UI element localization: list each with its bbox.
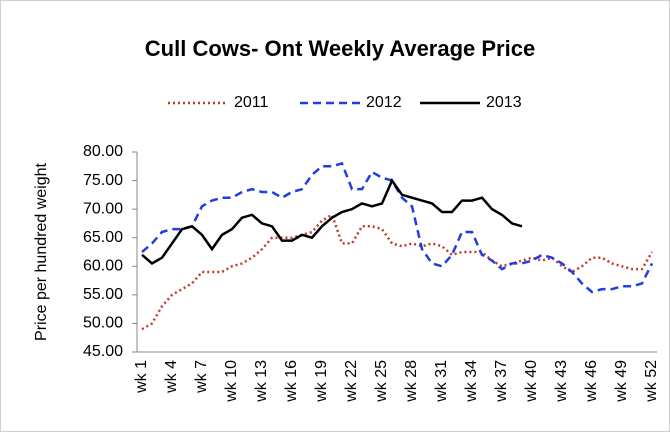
x-tick-label: wk 13 bbox=[253, 360, 270, 403]
y-tick-label: 80.00 bbox=[83, 143, 123, 160]
x-tick-label: wk 40 bbox=[523, 360, 540, 403]
y-tick-label: 60.00 bbox=[83, 258, 123, 275]
y-tick-label: 75.00 bbox=[83, 172, 123, 189]
legend-label: 2011 bbox=[234, 94, 269, 111]
y-tick-label: 50.00 bbox=[83, 315, 123, 332]
x-tick-label: wk 1 bbox=[133, 360, 150, 394]
legend-label: 2012 bbox=[366, 94, 402, 111]
x-tick-label: wk 10 bbox=[223, 360, 240, 403]
series-line bbox=[141, 178, 523, 265]
y-tick-label: 55.00 bbox=[83, 286, 123, 303]
y-axis-label: Price per hundred weight bbox=[33, 163, 50, 341]
x-tick-label: wk 31 bbox=[433, 360, 450, 403]
chart-title: Cull Cows- Ont Weekly Average Price bbox=[145, 36, 535, 61]
x-tick-label: wk 19 bbox=[313, 360, 330, 403]
x-tick-label: wk 7 bbox=[193, 360, 210, 394]
y-tick-label: 65.00 bbox=[83, 229, 123, 246]
x-tick-label: wk 43 bbox=[553, 360, 570, 403]
series-line bbox=[141, 213, 654, 331]
y-tick-label: 70.00 bbox=[83, 200, 123, 217]
x-tick-label: wk 52 bbox=[643, 360, 660, 403]
x-tick-label: wk 28 bbox=[403, 360, 420, 403]
x-tick-label: wk 4 bbox=[163, 360, 180, 394]
x-tick-label: wk 37 bbox=[493, 360, 510, 403]
x-tick-label: wk 16 bbox=[283, 360, 300, 403]
x-tick-label: wk 34 bbox=[463, 360, 480, 403]
legend-label: 2013 bbox=[486, 94, 522, 111]
x-tick-label: wk 46 bbox=[583, 360, 600, 403]
x-tick-label: wk 22 bbox=[343, 360, 360, 403]
x-tick-label: wk 25 bbox=[373, 360, 390, 403]
y-tick-label: 45.00 bbox=[83, 343, 123, 360]
x-tick-label: wk 49 bbox=[613, 360, 630, 403]
